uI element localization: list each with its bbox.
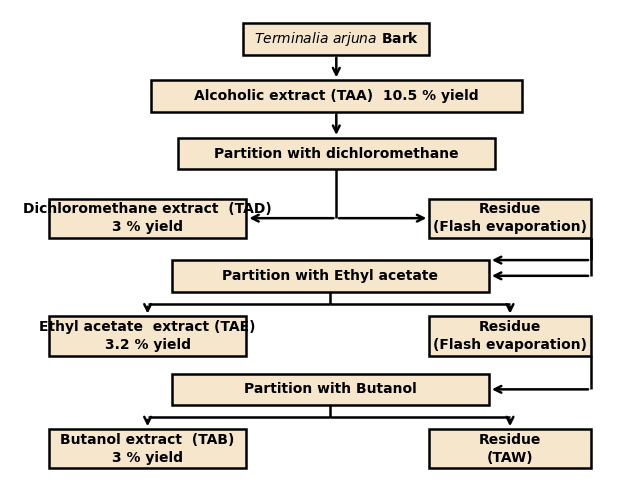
FancyBboxPatch shape: [172, 260, 489, 291]
FancyBboxPatch shape: [49, 429, 246, 468]
Text: Residue: Residue: [479, 202, 541, 216]
Text: (TAW): (TAW): [486, 451, 533, 465]
Text: Alcoholic extract (TAA)  10.5 % yield: Alcoholic extract (TAA) 10.5 % yield: [194, 89, 479, 103]
Text: (Flash evaporation): (Flash evaporation): [433, 338, 587, 352]
Text: Ethyl acetate  extract (TAE): Ethyl acetate extract (TAE): [39, 320, 256, 334]
Text: Dichloromethane extract  (TAD): Dichloromethane extract (TAD): [23, 202, 272, 216]
FancyBboxPatch shape: [150, 80, 522, 112]
Text: (Flash evaporation): (Flash evaporation): [433, 220, 587, 234]
Text: 3 % yield: 3 % yield: [112, 451, 183, 465]
FancyBboxPatch shape: [429, 199, 591, 238]
Text: $\mathit{Terminalia\ arjuna}$ Bark: $\mathit{Terminalia\ arjuna}$ Bark: [253, 30, 419, 48]
Text: Partition with Ethyl acetate: Partition with Ethyl acetate: [222, 269, 438, 283]
Text: Residue: Residue: [479, 320, 541, 334]
Text: Partition with Butanol: Partition with Butanol: [244, 383, 417, 396]
FancyBboxPatch shape: [243, 24, 429, 55]
Text: 3 % yield: 3 % yield: [112, 220, 183, 234]
FancyBboxPatch shape: [49, 316, 246, 356]
FancyBboxPatch shape: [429, 429, 591, 468]
Text: Butanol extract  (TAB): Butanol extract (TAB): [60, 432, 235, 447]
FancyBboxPatch shape: [172, 373, 489, 405]
FancyBboxPatch shape: [49, 199, 246, 238]
Text: Partition with dichloromethane: Partition with dichloromethane: [214, 146, 459, 160]
FancyBboxPatch shape: [177, 138, 495, 169]
Text: Residue: Residue: [479, 432, 541, 447]
Text: 3.2 % yield: 3.2 % yield: [104, 338, 191, 352]
FancyBboxPatch shape: [429, 316, 591, 356]
